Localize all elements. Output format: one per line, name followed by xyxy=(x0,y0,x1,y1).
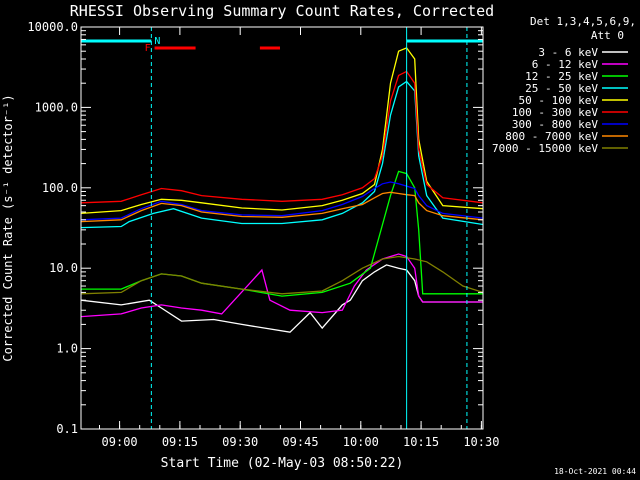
chart-title: RHESSI Observing Summary Count Rates, Co… xyxy=(70,2,494,20)
series-line-7 xyxy=(81,181,483,221)
legend-label: 50 - 100 keV xyxy=(519,94,599,107)
plot-area: NF xyxy=(81,27,483,429)
legend-label: 12 - 25 keV xyxy=(525,70,598,83)
footer-timestamp: 18-Oct-2021 00:44 xyxy=(554,467,636,476)
y-tick-label: 1.0 xyxy=(56,342,78,356)
series-line-6 xyxy=(81,70,483,204)
legend-header-1: Det 1,3,4,5,6,9, xyxy=(530,15,636,28)
y-axis-label: Corrected Count Rate (s⁻¹ detector⁻¹) xyxy=(1,94,15,361)
legend-label: 3 - 6 keV xyxy=(538,46,598,59)
plot-frame xyxy=(80,26,484,430)
legend-header-2: Att 0 xyxy=(591,29,624,42)
y-tick-label: 10000.0 xyxy=(27,20,78,34)
x-axis-label: Start Time (02-May-03 08:50:22) xyxy=(161,456,404,471)
series-line-1 xyxy=(81,264,483,333)
legend-label: 7000 - 15000 keV xyxy=(492,142,598,155)
legend-label: 100 - 300 keV xyxy=(512,106,598,119)
legend-label: 6 - 12 keV xyxy=(532,58,599,71)
x-tick-label: 09:45 xyxy=(282,435,318,449)
y-axis-ticks: 0.1 1.0 10.0 100.0 1000.0 10000.0 xyxy=(27,20,483,436)
x-tick-label: 09:00 xyxy=(102,435,138,449)
series-line-2 xyxy=(81,253,483,318)
series-line-9 xyxy=(81,255,483,295)
x-tick-label: 10:30 xyxy=(463,435,499,449)
series-line-8 xyxy=(81,191,483,223)
legend-label: 300 - 800 keV xyxy=(512,118,598,131)
legend-label: 25 - 50 keV xyxy=(525,82,598,95)
y-tick-label: 100.0 xyxy=(42,181,78,195)
x-tick-label: 09:15 xyxy=(162,435,198,449)
series-line-5 xyxy=(81,47,483,215)
x-tick-label: 09:30 xyxy=(222,435,258,449)
x-axis-ticks: 09:00 09:15 09:30 09:45 10:00 10:15 10:30 xyxy=(98,27,499,449)
x-tick-label: 10:15 xyxy=(403,435,439,449)
y-tick-label: 10.0 xyxy=(49,261,78,275)
night-label: N xyxy=(154,36,160,47)
y-tick-label: 0.1 xyxy=(56,422,78,436)
x-tick-label: 10:00 xyxy=(343,435,379,449)
y-tick-label: 1000.0 xyxy=(35,100,78,114)
legend-label: 800 - 7000 keV xyxy=(505,130,598,143)
flare-label: F xyxy=(145,43,151,54)
